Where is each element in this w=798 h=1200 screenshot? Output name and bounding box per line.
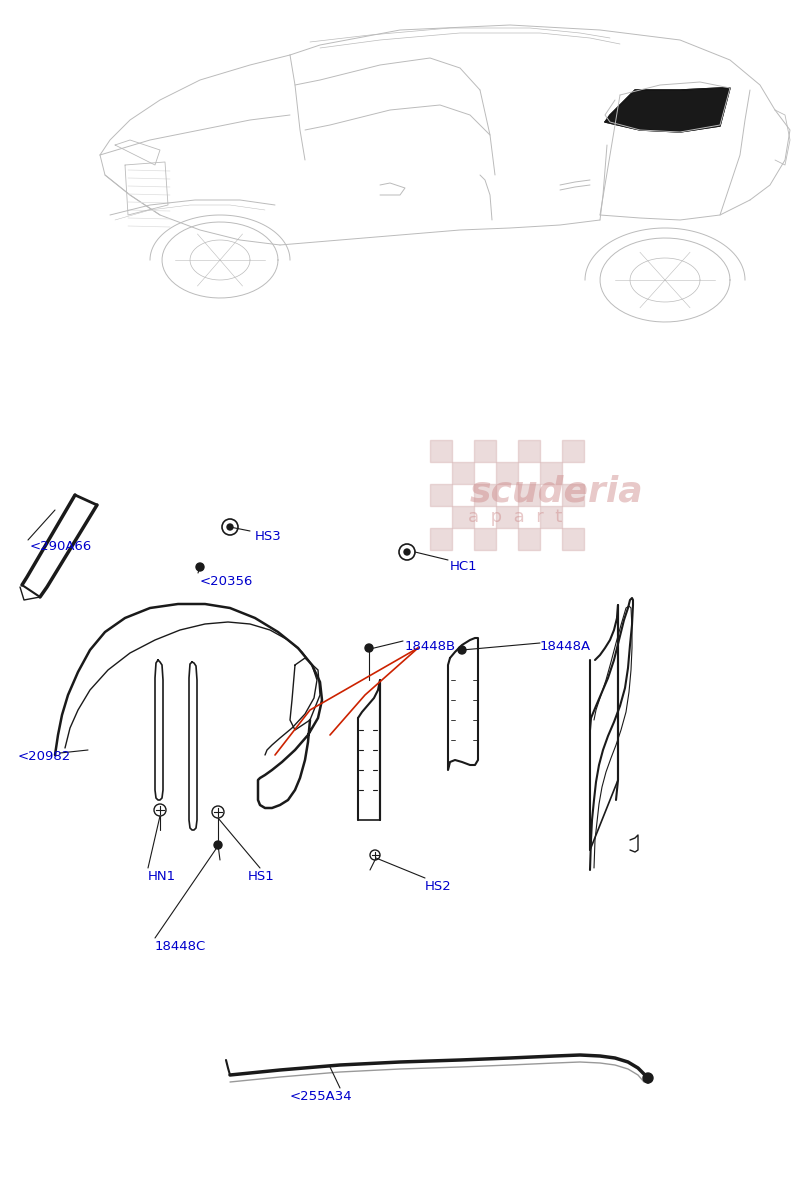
Bar (518, 484, 540, 506)
Circle shape (214, 841, 222, 850)
Text: HC1: HC1 (450, 560, 478, 572)
Text: <255A34: <255A34 (290, 1090, 353, 1103)
Text: HS3: HS3 (255, 530, 282, 542)
Circle shape (643, 1073, 653, 1082)
Bar (562, 528, 584, 550)
Text: 18448B: 18448B (405, 640, 456, 653)
Text: 18448A: 18448A (540, 640, 591, 653)
Bar (562, 484, 584, 506)
Circle shape (404, 550, 410, 554)
Bar (430, 484, 452, 506)
Bar (474, 440, 496, 462)
Bar (540, 506, 562, 528)
Bar (474, 528, 496, 550)
Polygon shape (605, 88, 730, 132)
Bar (540, 462, 562, 484)
Bar (452, 506, 474, 528)
Circle shape (227, 524, 233, 530)
Text: <20982: <20982 (18, 750, 71, 763)
Circle shape (365, 644, 373, 652)
Text: HS2: HS2 (425, 880, 452, 893)
Bar (496, 462, 518, 484)
Bar (474, 484, 496, 506)
Bar (518, 528, 540, 550)
Text: a  p  a  r  t: a p a r t (468, 508, 563, 526)
Bar (430, 440, 452, 462)
Text: HS1: HS1 (248, 870, 275, 883)
Text: <290A66: <290A66 (30, 540, 93, 553)
Bar (496, 506, 518, 528)
Bar (518, 440, 540, 462)
Text: HN1: HN1 (148, 870, 176, 883)
Bar (562, 440, 584, 462)
Text: 18448C: 18448C (155, 940, 206, 953)
Bar (452, 462, 474, 484)
Circle shape (458, 646, 466, 654)
Text: scuderia: scuderia (470, 475, 644, 509)
Text: <20356: <20356 (200, 575, 254, 588)
Bar (430, 528, 452, 550)
Circle shape (196, 563, 204, 571)
